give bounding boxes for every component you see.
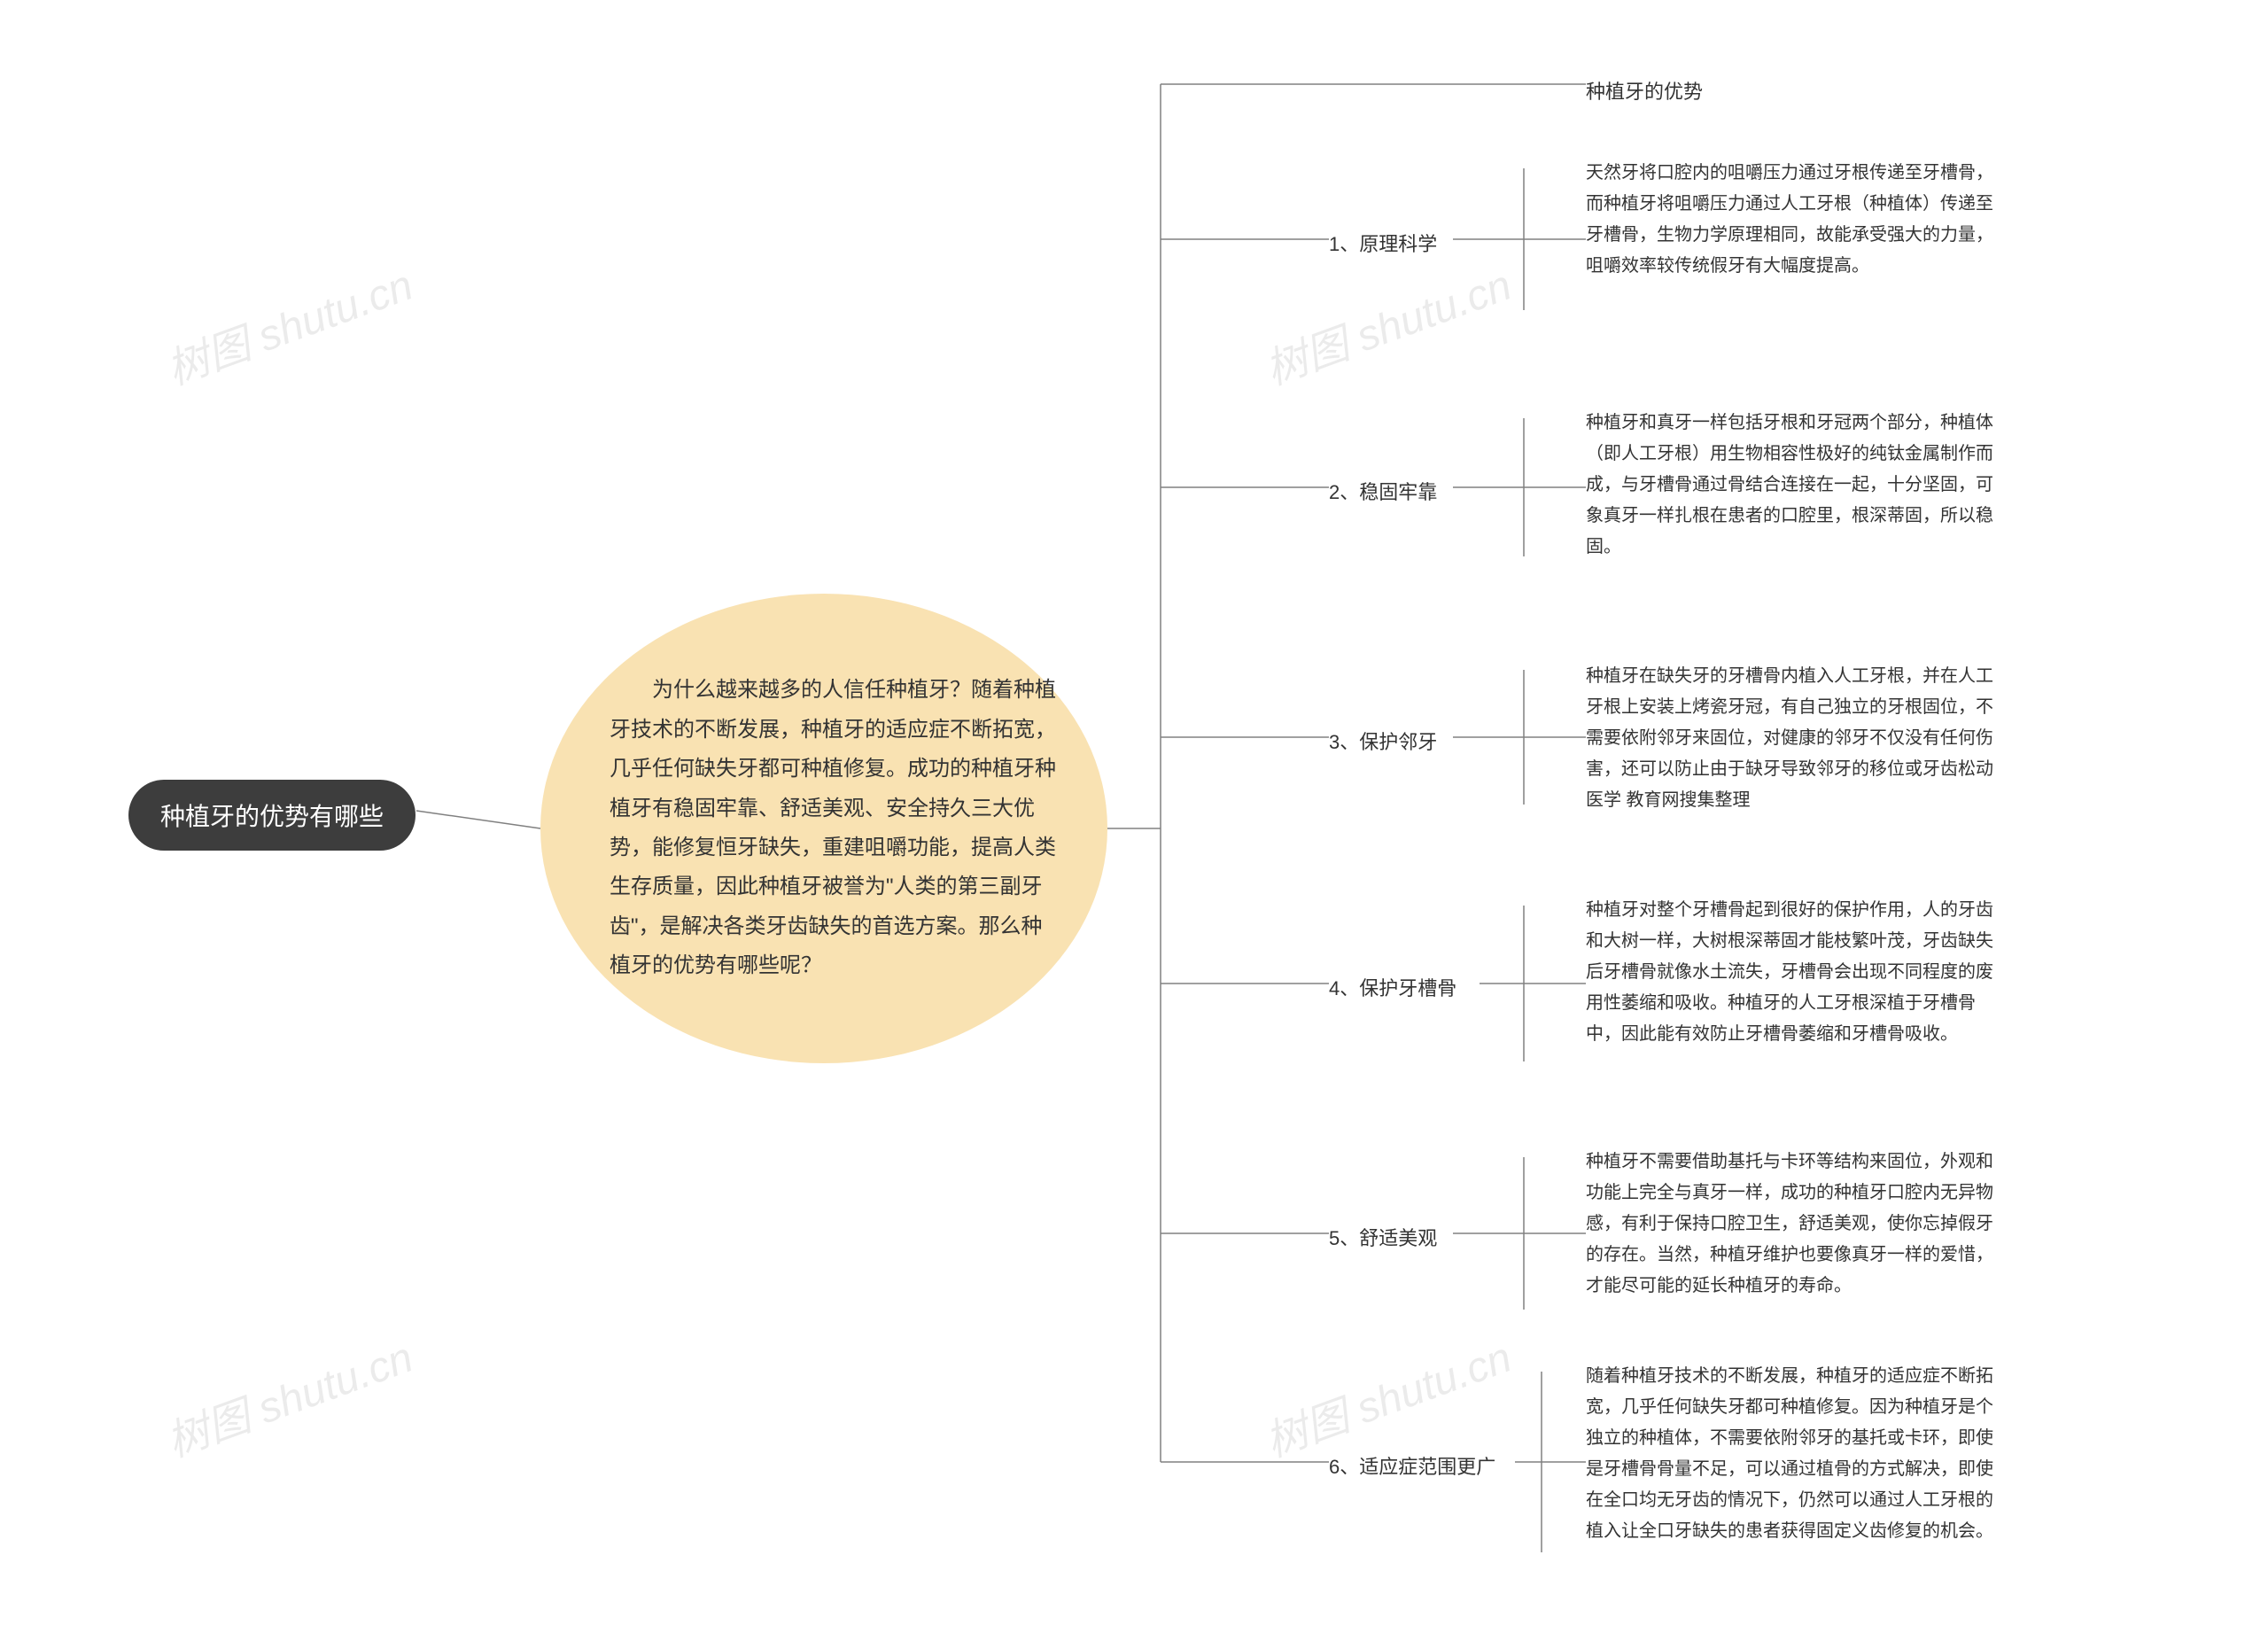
watermark: 树图 shutu.cn (1255, 1322, 1518, 1468)
root-node: 种植牙的优势有哪些 (128, 780, 416, 851)
branch-label-1: 1、原理科学 (1329, 229, 1437, 257)
section-header: 种植牙的优势 (1586, 76, 1703, 105)
branch-label-2: 2、稳固牢靠 (1329, 477, 1437, 505)
branch-detail-2: 种植牙和真牙一样包括牙根和牙冠两个部分，种植体（即人工牙根）用生物相容性极好的纯… (1586, 408, 2002, 563)
branch-label-6: 6、适应症范围更广 (1329, 1451, 1495, 1480)
intro-node: 为什么越来越多的人信任种植牙？随着种植牙技术的不断发展，种植牙的适应症不断拓宽，… (540, 594, 1107, 1063)
branch-detail-5: 种植牙不需要借助基托与卡环等结构来固位，外观和功能上完全与真牙一样，成功的种植牙… (1586, 1147, 2002, 1302)
intro-text: 为什么越来越多的人信任种植牙？随着种植牙技术的不断发展，种植牙的适应症不断拓宽，… (610, 671, 1063, 985)
branch-label-5: 5、舒适美观 (1329, 1223, 1437, 1251)
watermark: 树图 shutu.cn (157, 1322, 420, 1468)
branch-detail-6: 随着种植牙技术的不断发展，种植牙的适应症不断拓宽，几乎任何缺失牙都可种植修复。因… (1586, 1361, 2002, 1547)
watermark: 树图 shutu.cn (157, 250, 420, 396)
branch-detail-1: 天然牙将口腔内的咀嚼压力通过牙根传递至牙槽骨，而种植牙将咀嚼压力通过人工牙根（种… (1586, 158, 2002, 282)
branch-label-4: 4、保护牙槽骨 (1329, 973, 1456, 1001)
branch-label-3: 3、保护邻牙 (1329, 727, 1437, 755)
branch-detail-3: 种植牙在缺失牙的牙槽骨内植入人工牙根，并在人工牙根上安装上烤瓷牙冠，有自己独立的… (1586, 661, 2002, 816)
root-title: 种植牙的优势有哪些 (160, 803, 384, 830)
branch-detail-4: 种植牙对整个牙槽骨起到很好的保护作用，人的牙齿和大树一样，大树根深蒂固才能枝繁叶… (1586, 895, 2002, 1050)
watermark: 树图 shutu.cn (1255, 250, 1518, 396)
